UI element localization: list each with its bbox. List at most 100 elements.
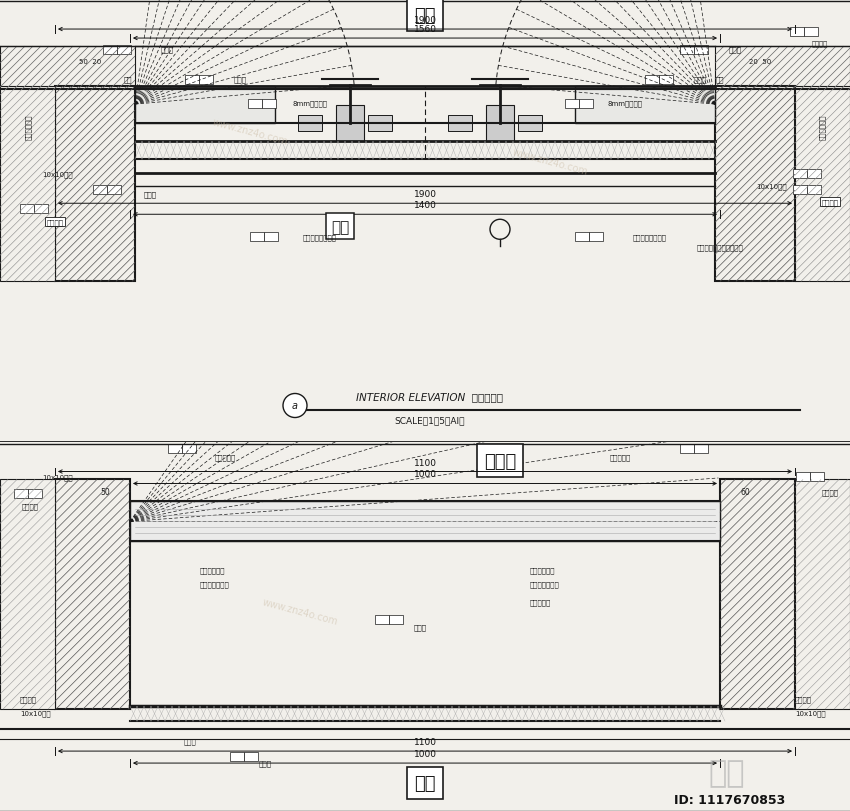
- Text: 10x10凹口: 10x10凹口: [20, 710, 51, 717]
- Bar: [375, 615, 389, 624]
- Text: 1900: 1900: [413, 190, 437, 199]
- Bar: [680, 444, 694, 453]
- Text: a: a: [292, 401, 298, 411]
- Bar: [579, 100, 593, 109]
- Text: 墙纸饰面: 墙纸饰面: [21, 503, 38, 509]
- Bar: [20, 204, 34, 213]
- Text: 1560: 1560: [413, 25, 437, 34]
- Text: 木饰面: 木饰面: [413, 623, 427, 630]
- Text: 木饰面: 木饰面: [694, 77, 706, 84]
- Text: 木饰面: 木饰面: [258, 760, 271, 766]
- Bar: [55, 87, 135, 282]
- Text: 知禾: 知禾: [709, 758, 745, 787]
- Bar: [575, 233, 589, 242]
- Text: 木饰面专用胶: 木饰面专用胶: [200, 566, 225, 573]
- Bar: [230, 752, 244, 761]
- Text: 行李房: 行李房: [484, 452, 516, 470]
- Bar: [182, 444, 196, 453]
- Bar: [244, 752, 258, 761]
- Bar: [715, 87, 795, 282]
- Bar: [248, 100, 262, 109]
- Bar: [680, 45, 694, 54]
- Text: 8mm钢化清玻: 8mm钢化清玻: [292, 101, 327, 107]
- Text: 10x10凹口: 10x10凹口: [42, 170, 73, 178]
- Bar: [565, 100, 579, 109]
- Text: www.znz4o.com: www.znz4o.com: [511, 147, 589, 177]
- Text: 难燃木夹板基层: 难燃木夹板基层: [200, 581, 230, 587]
- Bar: [14, 489, 28, 498]
- Bar: [589, 233, 603, 242]
- Circle shape: [283, 394, 307, 418]
- Bar: [715, 47, 850, 90]
- Bar: [645, 75, 659, 84]
- Bar: [55, 480, 130, 710]
- Bar: [117, 45, 131, 54]
- Bar: [93, 186, 107, 195]
- Bar: [135, 87, 275, 124]
- Text: 暗藏式门铰: 暗藏式门铰: [530, 599, 552, 605]
- Bar: [34, 204, 48, 213]
- Text: www.znz4o.com: www.znz4o.com: [211, 117, 289, 147]
- Bar: [0, 480, 55, 710]
- Text: INTERIOR ELEVATION  剖面大样图: INTERIOR ELEVATION 剖面大样图: [356, 392, 503, 402]
- Text: 墙纸饰面: 墙纸饰面: [47, 219, 64, 225]
- Text: 1900: 1900: [413, 16, 437, 25]
- Text: 1100: 1100: [413, 737, 437, 746]
- Text: 门扇原始尺寸: 门扇原始尺寸: [25, 114, 31, 139]
- Bar: [185, 75, 199, 84]
- Text: 木饰面: 木饰面: [161, 47, 173, 54]
- Text: 实木门套线: 实木门套线: [214, 453, 235, 461]
- Bar: [168, 444, 182, 453]
- Bar: [389, 615, 403, 624]
- Text: 石材饰面: 石材饰面: [20, 696, 37, 702]
- Text: 10x10凹口: 10x10凹口: [42, 474, 72, 480]
- Bar: [264, 233, 278, 242]
- Text: 木饰面: 木饰面: [144, 191, 156, 197]
- Bar: [0, 87, 55, 282]
- Text: 1400: 1400: [414, 201, 436, 210]
- Bar: [807, 186, 821, 195]
- Text: 木饰面专用胶: 木饰面专用胶: [530, 566, 556, 573]
- Bar: [368, 116, 392, 132]
- Bar: [807, 169, 821, 178]
- Text: 50: 50: [100, 487, 110, 496]
- Bar: [250, 233, 264, 242]
- Bar: [694, 45, 708, 54]
- Bar: [199, 75, 213, 84]
- Text: 10x10凹口: 10x10凹口: [756, 182, 787, 189]
- Bar: [486, 106, 514, 142]
- Bar: [793, 169, 807, 178]
- Bar: [810, 473, 824, 482]
- Text: 1100: 1100: [413, 458, 437, 467]
- Text: 大堂: 大堂: [414, 774, 436, 792]
- Bar: [575, 87, 715, 124]
- Bar: [107, 186, 121, 195]
- Text: 古铜色拉丝不锈钢: 古铜色拉丝不锈钢: [633, 234, 667, 240]
- Bar: [793, 186, 807, 195]
- Text: www.znz4o.com: www.znz4o.com: [261, 597, 339, 626]
- Bar: [103, 45, 117, 54]
- Text: 墙纸饰面: 墙纸饰面: [821, 488, 838, 496]
- Text: 木饰面: 木饰面: [728, 47, 741, 54]
- Text: 墙纸饰面: 墙纸饰面: [812, 41, 828, 47]
- Text: 实木门套线: 实木门套线: [609, 453, 631, 461]
- Text: 50  20: 50 20: [79, 59, 101, 65]
- Text: 古铜色拉丝不锈钢: 古铜色拉丝不锈钢: [303, 234, 337, 240]
- Text: 防火门内部由承建商深化: 防火门内部由承建商深化: [697, 243, 744, 251]
- Text: 墙纸饰面: 墙纸饰面: [821, 199, 838, 205]
- Bar: [448, 116, 472, 132]
- Bar: [0, 47, 135, 90]
- Text: 1000: 1000: [413, 749, 437, 758]
- Text: 走道: 走道: [414, 7, 436, 25]
- Bar: [659, 75, 673, 84]
- Bar: [796, 473, 810, 482]
- Text: 门把手: 门把手: [184, 738, 196, 744]
- Bar: [720, 480, 795, 710]
- Bar: [262, 100, 276, 109]
- Text: 门铰: 门铰: [716, 77, 724, 84]
- Bar: [336, 106, 364, 142]
- Bar: [130, 502, 720, 542]
- Text: 难燃木夹板基层: 难燃木夹板基层: [530, 581, 560, 587]
- Text: 石材饰面: 石材饰面: [795, 696, 812, 702]
- Text: 1000: 1000: [413, 470, 437, 478]
